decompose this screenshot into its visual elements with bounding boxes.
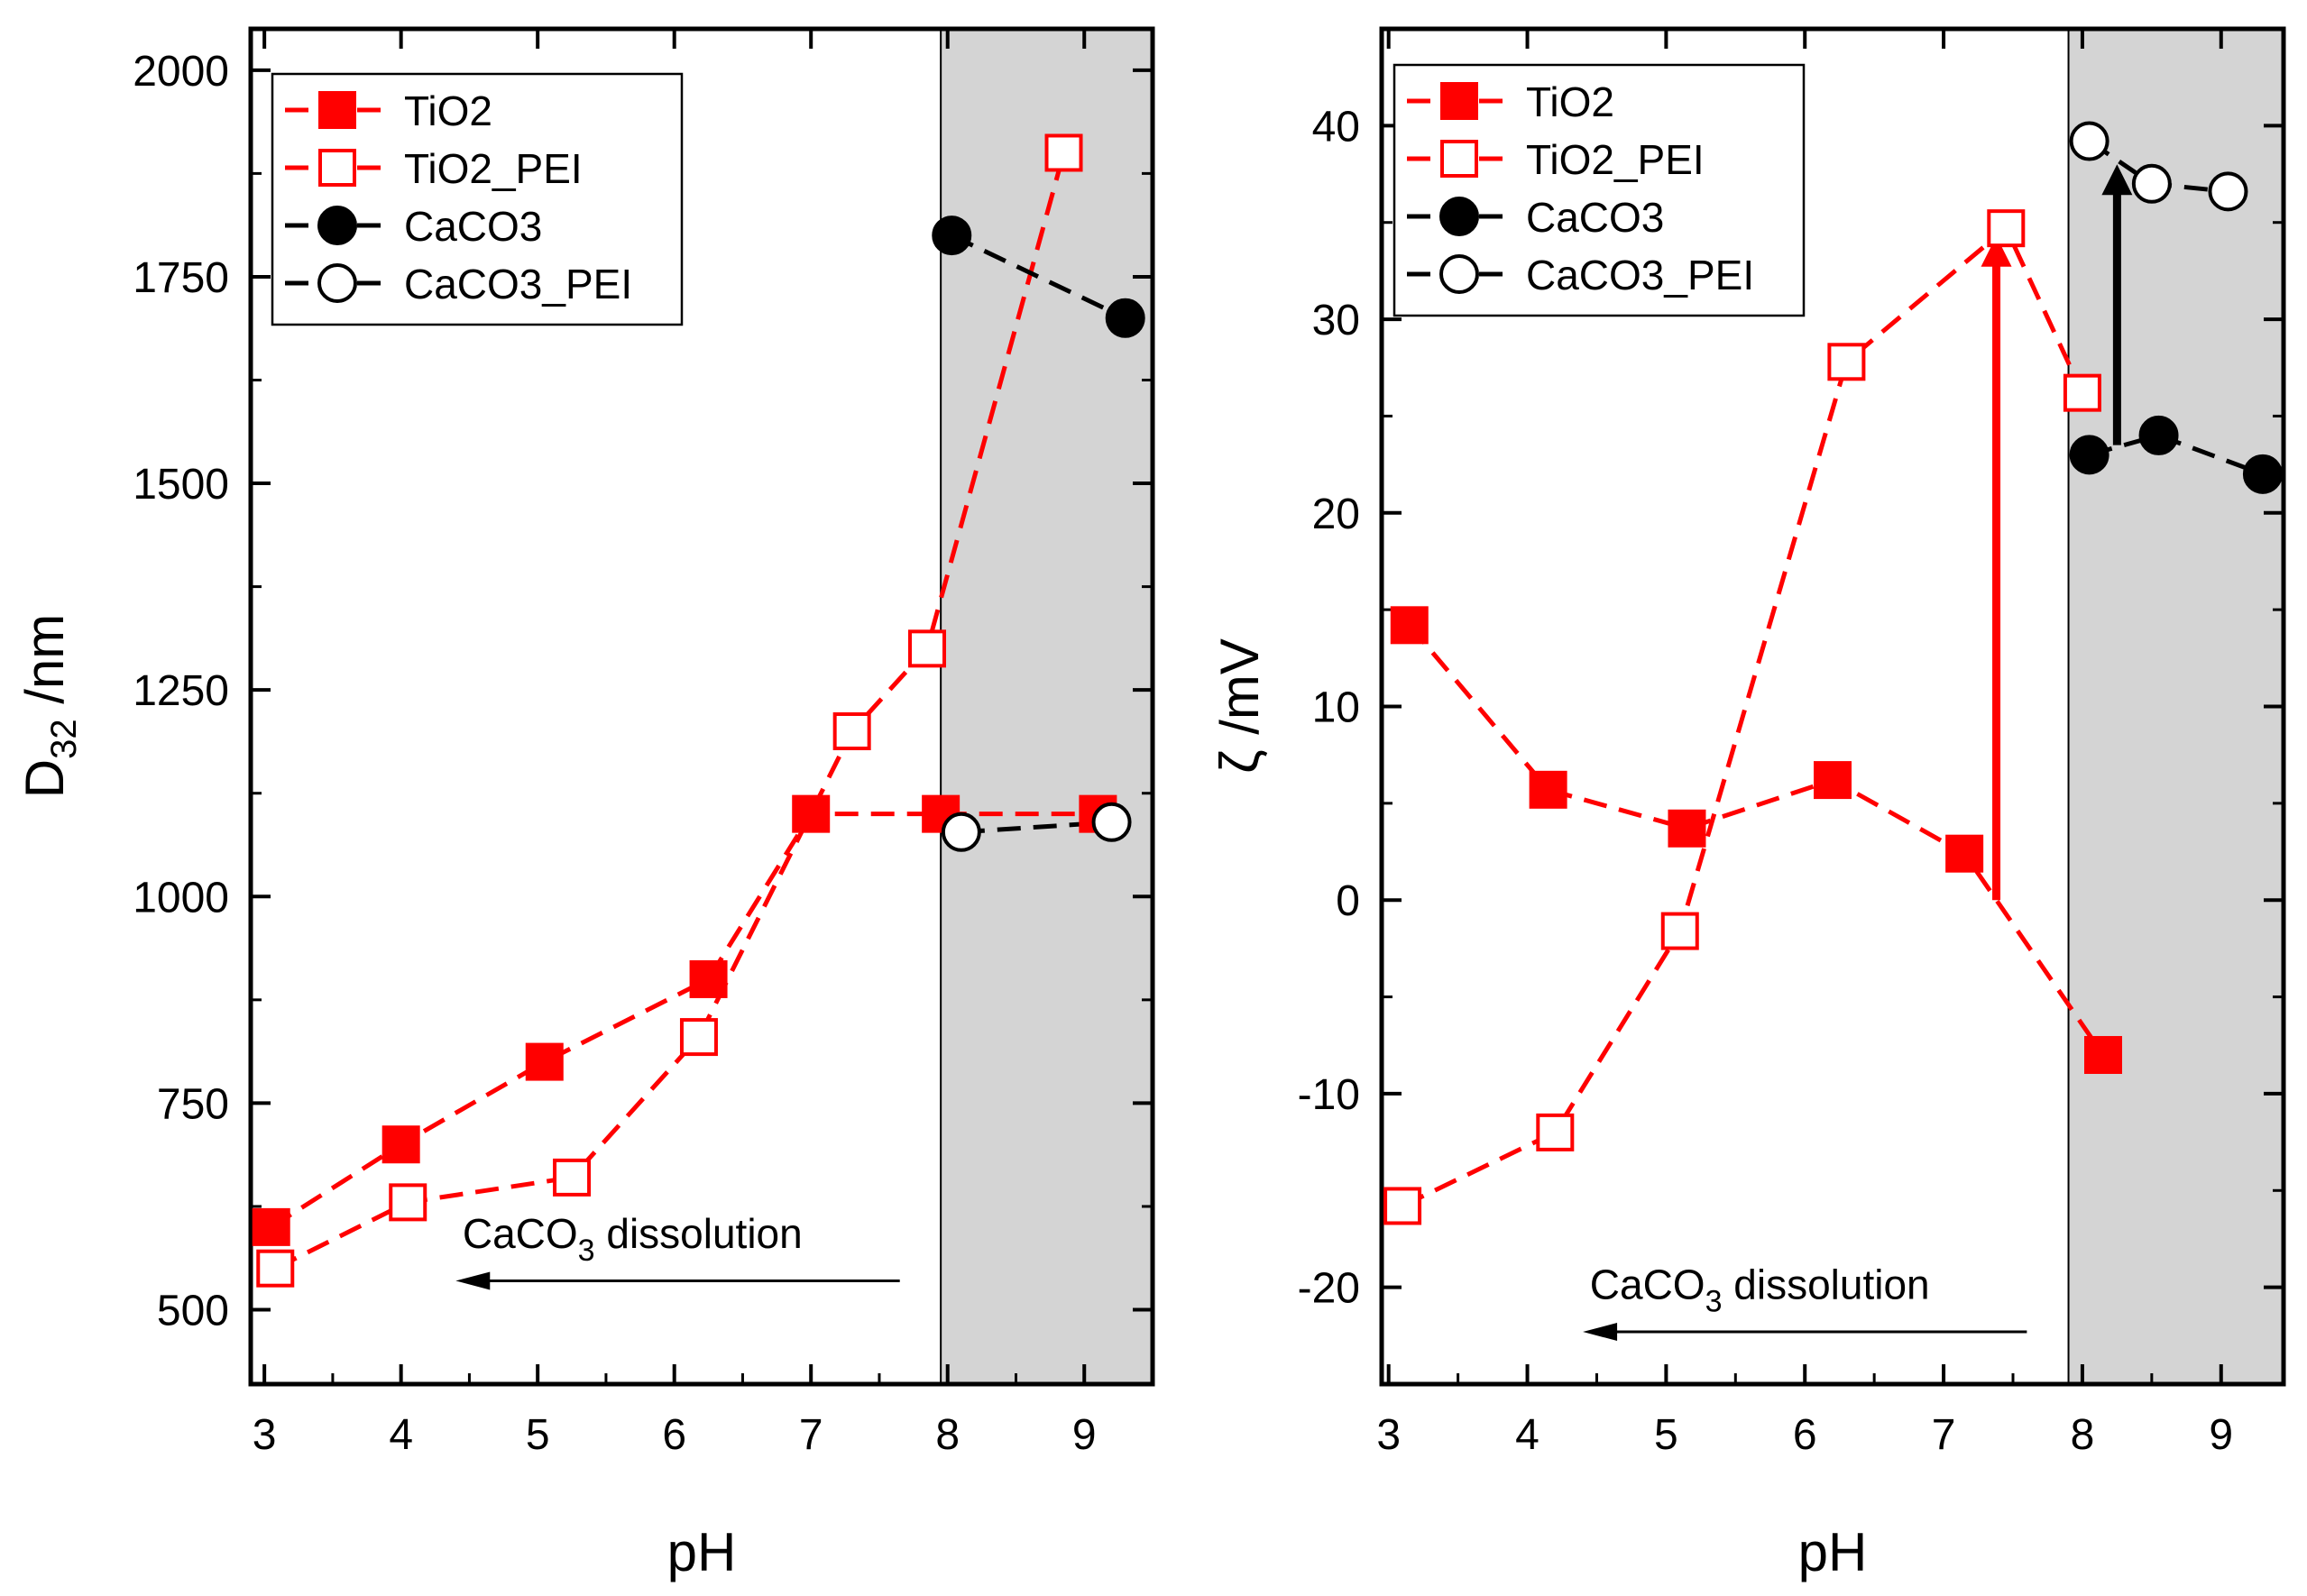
point-tio2 (525, 1042, 564, 1081)
point-caco3 (1105, 298, 1145, 338)
legend-marker (318, 149, 356, 187)
legend-label: CaCO3_PEI (404, 261, 632, 307)
dissolution-arrow-head (1583, 1323, 1618, 1342)
point-caco3_pei (1091, 802, 1132, 842)
point-caco3_pei (2208, 171, 2248, 212)
point-tio2_pei (1987, 209, 2026, 248)
point-tio2_pei (256, 1249, 295, 1288)
legend-label: TiO2 (404, 87, 492, 134)
y-tick-label: 40 (1312, 103, 1360, 151)
legend-label: TiO2_PEI (1526, 136, 1705, 183)
y-tick-label: 10 (1312, 684, 1360, 732)
point-caco3_pei (2131, 163, 2172, 204)
series-line-caco3 (951, 233, 1126, 321)
legend-marker (318, 91, 356, 129)
series-line-caco3 (2088, 433, 2264, 477)
y-axis-label: ζ /mV (1209, 638, 1270, 774)
x-axis-label: pH (667, 1522, 737, 1582)
dissolution-label: CaCO3 dissolution (1590, 1261, 1930, 1319)
point-caco3 (2138, 415, 2179, 455)
y-tick-label: 500 (157, 1288, 229, 1335)
x-tick-label: 3 (1376, 1411, 1401, 1459)
dissolution-arrow-head (455, 1271, 491, 1290)
point-caco3_pei (2069, 121, 2109, 161)
shaded-region (2068, 29, 2284, 1384)
point-caco3 (932, 216, 972, 256)
legend-label: CaCO3_PEI (1526, 252, 1754, 298)
point-tio2_pei (553, 1158, 592, 1197)
point-tio2_pei (679, 1018, 718, 1057)
y-tick-label: 1750 (133, 254, 229, 302)
series-line-tio2 (1407, 623, 2106, 1057)
y-tick-label: 1250 (133, 667, 229, 715)
y-tick-label: 1500 (133, 461, 229, 509)
y-tick-label: 750 (157, 1080, 229, 1128)
point-tio2 (2084, 1035, 2122, 1074)
legend-marker (317, 263, 357, 303)
legend-marker (1439, 197, 1479, 236)
legend-marker (317, 206, 357, 245)
x-tick-label: 9 (2209, 1411, 2233, 1459)
legend-label: CaCO3 (1526, 194, 1664, 241)
point-tio2 (792, 794, 831, 833)
y-tick-label: 0 (1336, 877, 1360, 925)
y-tick-label: 1000 (133, 874, 229, 922)
point-tio2 (689, 959, 728, 998)
y-tick-label: -10 (1298, 1071, 1360, 1119)
shift-arrow-head (1981, 235, 2012, 267)
y-axis-label: D32 /nm (14, 614, 84, 799)
point-tio2 (1668, 809, 1706, 848)
legend-marker (1439, 254, 1479, 294)
x-tick-label: 5 (1654, 1411, 1678, 1459)
shaded-region (941, 29, 1153, 1384)
point-tio2 (1945, 834, 1984, 873)
x-tick-label: 5 (526, 1411, 550, 1459)
point-tio2_pei (1044, 133, 1083, 172)
y-tick-label: 20 (1312, 491, 1360, 538)
legend-marker (1440, 82, 1478, 120)
point-tio2_pei (908, 629, 946, 668)
legend-label: CaCO3 (404, 203, 542, 250)
legend-label: TiO2_PEI (404, 145, 583, 192)
point-caco3 (2069, 435, 2109, 475)
x-axis-label: pH (1798, 1522, 1868, 1582)
x-tick-label: 3 (253, 1411, 277, 1459)
plot-frame (248, 26, 1155, 1387)
x-tick-label: 9 (1072, 1411, 1097, 1459)
point-caco3_pei (941, 812, 981, 852)
point-tio2_pei (389, 1183, 427, 1222)
x-tick-label: 4 (1515, 1411, 1540, 1459)
panel-left: 3 4 5 6 7 8 9 500 750 1000 1250 1500 1750 2000 pH D32 /… (14, 26, 1155, 1582)
point-tio2 (1529, 770, 1567, 809)
x-tick-label: 7 (1932, 1411, 1956, 1459)
point-caco3 (2242, 454, 2283, 494)
x-tick-label: 4 (389, 1411, 413, 1459)
dissolution-label: CaCO3 dissolution (463, 1210, 803, 1268)
series-line-tio2_pei (1401, 225, 2085, 1208)
x-tick-label: 8 (2071, 1411, 2095, 1459)
x-tick-label: 8 (935, 1411, 960, 1459)
legend-marker (1440, 140, 1478, 178)
point-tio2_pei (1383, 1187, 1422, 1225)
point-tio2_pei (2063, 373, 2101, 412)
point-tio2_pei (832, 711, 871, 750)
point-tio2 (381, 1125, 420, 1164)
panel-right: 3 4 5 6 7 8 9 -20 -10 0 10 20 30 40 pH ζ /mV CaCO3 disso… (1209, 26, 2286, 1582)
shift-arrow-head (2101, 164, 2133, 196)
point-tio2 (252, 1207, 290, 1246)
point-tio2 (1390, 606, 1429, 645)
legend-label: TiO2 (1526, 78, 1614, 125)
x-tick-label: 6 (1793, 1411, 1817, 1459)
y-tick-label: 30 (1312, 297, 1360, 344)
point-tio2 (1814, 761, 1852, 800)
point-tio2_pei (1536, 1113, 1575, 1151)
point-tio2_pei (1827, 343, 1866, 381)
y-tick-label: 2000 (133, 48, 229, 96)
x-tick-label: 6 (662, 1411, 686, 1459)
point-tio2_pei (1660, 912, 1699, 950)
y-tick-label: -20 (1298, 1265, 1360, 1313)
x-tick-label: 7 (799, 1411, 823, 1459)
